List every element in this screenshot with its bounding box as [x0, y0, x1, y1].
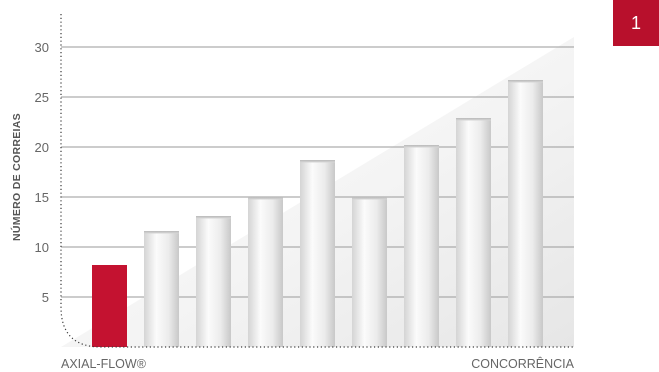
- bar-concorrencia: [352, 197, 387, 347]
- bar-concorrencia: [300, 160, 335, 347]
- y-tick-label: 30: [35, 40, 49, 55]
- bar: [508, 80, 543, 347]
- bar-top: [144, 231, 179, 234]
- x-axis-label-axial-flow: AXIAL-FLOW®: [61, 357, 147, 371]
- bar-top: [456, 118, 491, 121]
- bar-concorrencia: [508, 80, 543, 347]
- bar-top: [300, 160, 335, 163]
- y-tick-labels: 5 10 15 20 25 30: [35, 40, 49, 305]
- bar-top: [404, 145, 439, 148]
- bar-top: [508, 80, 543, 83]
- y-axis-title: NÚMERO DE CORREIAS: [10, 113, 23, 241]
- bar-concorrencia: [144, 231, 179, 347]
- bars: [92, 80, 543, 347]
- y-tick-label: 25: [35, 90, 49, 105]
- bar: [404, 145, 439, 347]
- bar-concorrencia: [456, 118, 491, 347]
- y-tick-label: 15: [35, 190, 49, 205]
- bar-top: [196, 216, 231, 219]
- x-axis-label-concorrencia: CONCORRÊNCIA: [471, 356, 574, 371]
- bar-axial-flow: [92, 265, 127, 347]
- y-tick-label: 10: [35, 240, 49, 255]
- bar-concorrencia: [248, 197, 283, 347]
- bar: [248, 197, 283, 347]
- page-number-badge: 1: [613, 0, 659, 46]
- bar: [300, 160, 335, 347]
- y-tick-label: 20: [35, 140, 49, 155]
- bar-concorrencia: [196, 216, 231, 347]
- bar: [352, 197, 387, 347]
- bar-top: [248, 197, 283, 200]
- bar-concorrencia: [404, 145, 439, 347]
- bar: [196, 216, 231, 347]
- y-tick-label: 5: [42, 290, 49, 305]
- bar-top: [352, 197, 387, 200]
- bar: [92, 265, 127, 347]
- bar: [144, 231, 179, 347]
- bar: [456, 118, 491, 347]
